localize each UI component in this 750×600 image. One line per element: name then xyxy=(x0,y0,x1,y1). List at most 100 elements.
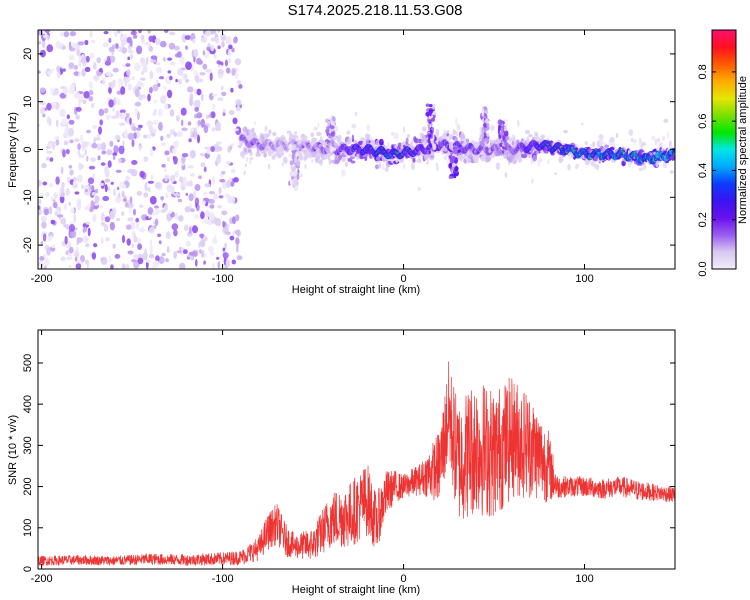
spectrogram-cell xyxy=(96,71,103,76)
spectrogram-cell xyxy=(498,124,501,129)
spectrogram-cell xyxy=(204,30,212,37)
spectrogram-cell xyxy=(188,138,192,143)
spectrogram-cell xyxy=(126,238,131,246)
spectrogram-cell xyxy=(68,164,73,169)
spectrogram-cell xyxy=(453,172,457,179)
spectrogram-cell xyxy=(584,140,587,145)
spectrogram-cell xyxy=(127,250,134,255)
spectrogram-cell xyxy=(152,84,159,92)
spectrogram-cell xyxy=(484,146,489,151)
spectrogram-cell xyxy=(173,229,178,237)
spectrogram-cell xyxy=(299,173,303,178)
spectrogram-cell xyxy=(60,166,64,175)
colorbar-tick-label: 0.0 xyxy=(697,261,709,276)
spectrogram-cell xyxy=(127,132,134,140)
spectrogram-cell xyxy=(77,41,85,46)
spectrogram-cell xyxy=(328,135,331,139)
spectrogram-cell xyxy=(127,83,132,91)
spectrogram-cell xyxy=(50,196,54,201)
spectrogram-cell xyxy=(119,109,126,114)
spectrogram-cell xyxy=(432,112,437,116)
spectrogram-cell xyxy=(134,88,140,98)
spectrogram-cell xyxy=(54,136,60,140)
spectrogram-cell xyxy=(75,106,82,112)
spectrogram-cell xyxy=(38,179,42,187)
spectrogram-cell xyxy=(133,132,137,140)
spectrogram-cell xyxy=(235,214,240,222)
spectrogram-cell xyxy=(55,139,60,146)
colorbar-tick-label: 0.8 xyxy=(697,64,709,79)
spectrogram-cell xyxy=(331,139,334,147)
spectrogram-cell xyxy=(209,252,215,256)
spectrogram-cell xyxy=(117,192,121,199)
spectrogram-cell xyxy=(76,48,81,57)
spectrogram-cell xyxy=(195,202,198,208)
spectrogram-cell xyxy=(315,131,322,137)
spectrogram-cell xyxy=(316,159,323,164)
spectrogram-cell xyxy=(205,69,212,73)
y-tick-label: 400 xyxy=(22,395,34,413)
spectrogram-cell xyxy=(109,212,115,220)
spectrogram-cell xyxy=(212,176,216,185)
spectrogram-cell xyxy=(63,31,69,38)
spectrogram-cell xyxy=(242,155,245,159)
spectrogram-cell xyxy=(329,145,334,153)
spectrogram-x-label: Height of straight line (km) xyxy=(292,284,420,296)
spectrogram-cell xyxy=(325,118,329,123)
spectrogram-cell xyxy=(104,216,111,223)
spectrogram-cell xyxy=(56,214,64,218)
spectrogram-cell xyxy=(58,187,62,197)
spectrogram-cell xyxy=(169,31,176,36)
spectrogram-cell xyxy=(185,240,191,247)
spectrogram-cell xyxy=(217,97,224,102)
spectrogram-cell xyxy=(152,112,157,116)
spectrogram-cell xyxy=(428,134,432,138)
spectrogram-cell xyxy=(212,262,215,269)
spectrogram-cell xyxy=(78,59,82,68)
spectrogram-cell xyxy=(64,203,67,211)
spectrogram-cell xyxy=(524,129,531,135)
x-tick-label: 0 xyxy=(400,273,406,285)
spectrogram-cell xyxy=(288,144,293,150)
spectrogram-cell xyxy=(139,170,145,178)
colorbar-tick-label: 0.2 xyxy=(697,212,709,227)
spectrogram-cell xyxy=(125,112,130,118)
spectrogram-cell xyxy=(209,204,215,209)
spectrogram-cell xyxy=(327,120,331,125)
spectrogram-cell xyxy=(188,226,192,234)
spectrogram-cell xyxy=(226,180,231,188)
spectrogram-cell xyxy=(113,188,116,197)
spectrogram-cell xyxy=(428,104,433,108)
spectrogram-cell xyxy=(247,149,252,153)
spectrogram-cell xyxy=(387,141,390,149)
spectrogram-cell xyxy=(436,164,439,172)
spectrogram-cell xyxy=(350,160,356,164)
spectrogram-cell xyxy=(505,136,510,141)
spectrogram-cell xyxy=(222,252,229,259)
spectrogram-cell xyxy=(289,178,293,185)
spectrogram-cell xyxy=(93,74,100,82)
spectrogram-cell xyxy=(328,158,332,165)
spectrogram-cell xyxy=(134,101,142,107)
spectrogram-cell xyxy=(185,61,192,70)
spectrogram-cell xyxy=(233,37,238,44)
spectrogram-cell xyxy=(149,46,154,52)
spectrogram-cell xyxy=(230,87,234,93)
spectrogram-cell xyxy=(293,134,298,140)
spectrogram-cell xyxy=(100,142,107,151)
spectrogram-cell xyxy=(115,169,122,173)
spectrogram-cell xyxy=(181,155,186,164)
spectrogram-cell xyxy=(83,91,90,99)
spectrogram-cell xyxy=(211,237,218,245)
spectrogram-cell xyxy=(575,163,580,169)
spectrogram-cell xyxy=(148,35,154,42)
spectrogram-cell xyxy=(99,205,104,209)
spectrogram-cell xyxy=(67,139,70,144)
spectrogram-cell xyxy=(51,244,56,249)
spectrogram-cell xyxy=(38,199,42,205)
spectrogram-cell xyxy=(331,136,334,141)
spectrogram-cell xyxy=(291,150,297,154)
spectrogram-cell xyxy=(38,40,42,45)
spectrogram-cell xyxy=(81,68,86,77)
spectrogram-cell xyxy=(540,134,546,139)
